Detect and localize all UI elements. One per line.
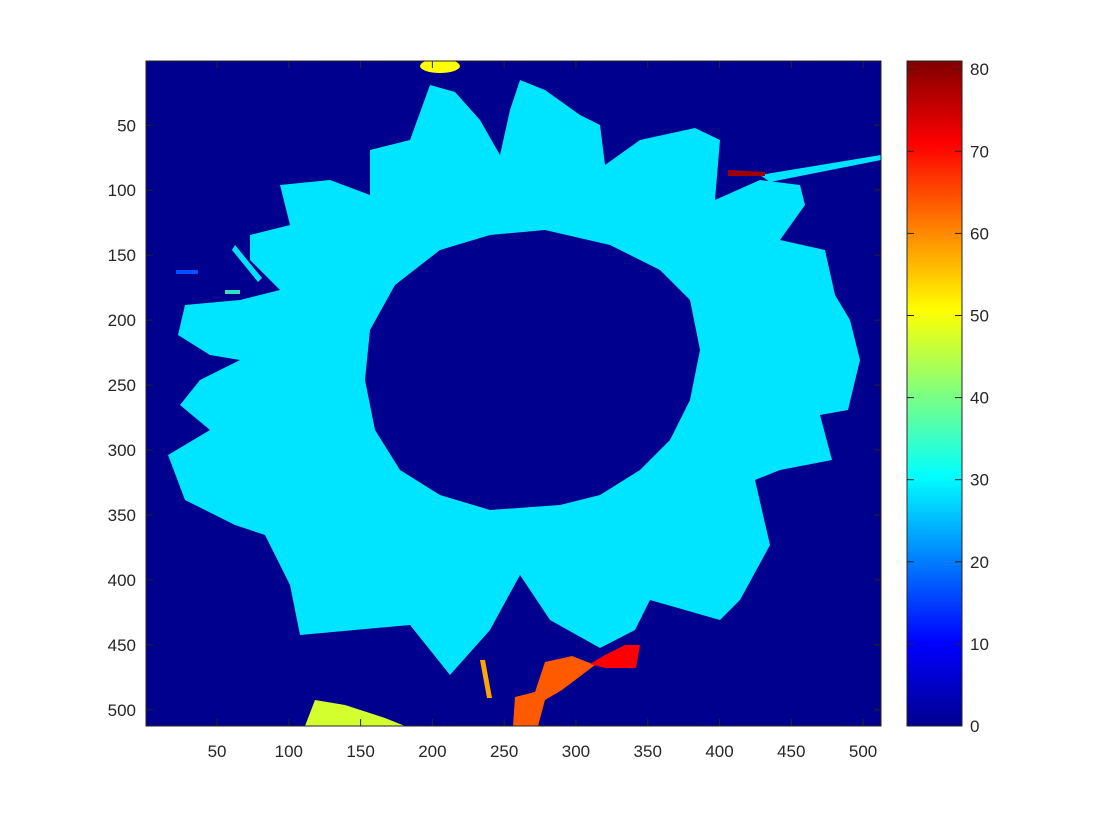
y-tick-label: 300 [108, 441, 136, 460]
y-tick-label: 350 [108, 506, 136, 525]
colorbar-box [906, 60, 963, 727]
heatmap-image [168, 61, 881, 726]
x-tick-label: 50 [208, 742, 227, 761]
colorbar-tick-label: 20 [970, 553, 989, 572]
colorbar-tick-label: 60 [970, 224, 989, 243]
x-tick-label: 100 [275, 742, 303, 761]
x-tick-label: 350 [634, 742, 662, 761]
colorbar-tick-label: 10 [970, 635, 989, 654]
x-tick-label: 500 [849, 742, 877, 761]
plot-area [145, 60, 882, 727]
y-tick-label: 450 [108, 636, 136, 655]
colorbar-tick-label: 40 [970, 389, 989, 408]
top-right-streak [728, 170, 765, 176]
colorbar-tick-label: 50 [970, 307, 989, 326]
y-tick-label: 100 [108, 181, 136, 200]
x-axis-ticks: 50 100 150 200 250 300 350 400 450 500 [208, 61, 877, 761]
x-tick-label: 250 [490, 742, 518, 761]
y-tick-label: 500 [108, 701, 136, 720]
flower-petal-ring [168, 80, 860, 675]
cyan-streak [760, 155, 881, 182]
stem-blob [513, 656, 595, 726]
y-tick-label: 150 [108, 246, 136, 265]
y-axis-ticks: 50 100 150 200 250 300 350 400 450 500 [108, 116, 881, 720]
y-tick-label: 200 [108, 311, 136, 330]
top-blob [420, 61, 460, 73]
bottom-left-blob [305, 700, 405, 726]
left-speck-teal [225, 290, 240, 294]
colorbar-gradient [907, 61, 962, 726]
left-speck-cyan [232, 245, 262, 282]
colorbar-tick-label: 0 [970, 717, 979, 736]
colorbar: 0 10 20 30 40 50 60 70 80 [906, 60, 989, 736]
axes-box [145, 60, 882, 727]
x-tick-label: 200 [418, 742, 446, 761]
left-speck-blue [176, 270, 198, 274]
y-tick-label: 250 [108, 376, 136, 395]
colorbar-tick-label: 30 [970, 471, 989, 490]
colorbar-tick-label: 70 [970, 142, 989, 161]
colorbar-ticks: 0 10 20 30 40 50 60 70 80 [907, 60, 989, 736]
y-tick-label: 400 [108, 571, 136, 590]
leaf-blob [590, 645, 640, 668]
x-tick-label: 450 [777, 742, 805, 761]
stem-speck [480, 660, 492, 698]
colorbar-tick-label: 80 [970, 60, 989, 79]
x-tick-label: 300 [562, 742, 590, 761]
x-tick-label: 150 [346, 742, 374, 761]
x-tick-label: 400 [705, 742, 733, 761]
y-tick-label: 50 [117, 116, 136, 135]
